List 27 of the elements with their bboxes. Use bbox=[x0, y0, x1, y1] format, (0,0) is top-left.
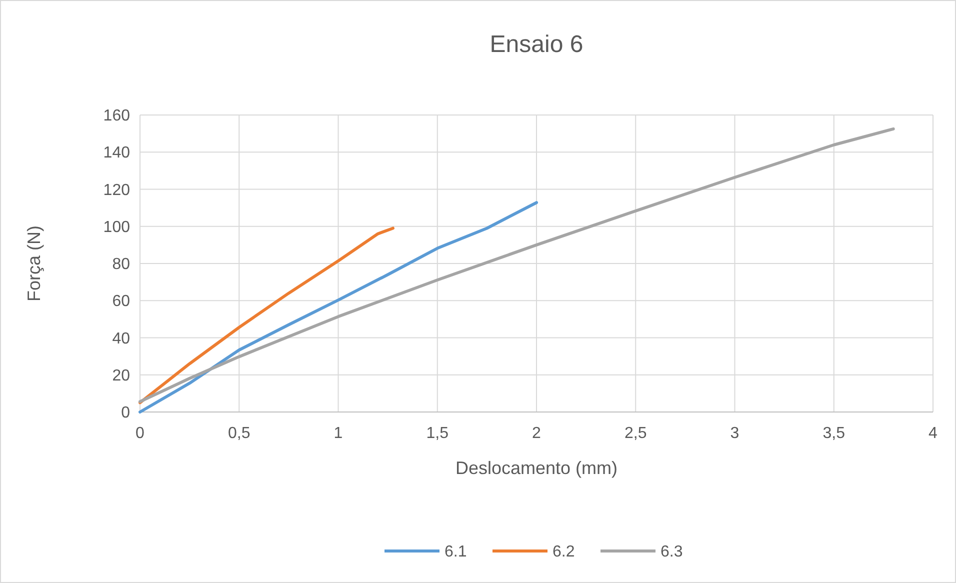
x-tick-label: 0 bbox=[136, 425, 145, 442]
y-tick-label: 120 bbox=[103, 182, 130, 199]
chart-title: Ensaio 6 bbox=[490, 31, 584, 58]
y-tick-label: 140 bbox=[103, 144, 130, 162]
legend-label: 6.2 bbox=[552, 544, 575, 561]
line-series bbox=[138, 127, 895, 404]
x-tick-label: 3,5 bbox=[822, 425, 846, 442]
x-tick-label: 0,5 bbox=[228, 425, 250, 442]
y-tick-label: 20 bbox=[112, 367, 130, 384]
legend-label: 6.1 bbox=[444, 544, 467, 561]
y-tick-label: 40 bbox=[112, 330, 130, 348]
x-tick-label: 2 bbox=[532, 425, 542, 442]
x-tick-label: 3 bbox=[730, 425, 740, 442]
x-tick-label: 1,5 bbox=[426, 425, 449, 442]
legend-label: 6.3 bbox=[660, 544, 683, 561]
x-tick-label: 1 bbox=[334, 425, 343, 442]
y-tick-label: 160 bbox=[103, 108, 130, 125]
y-tick-label: 100 bbox=[103, 218, 130, 236]
y-tick-label: 60 bbox=[112, 293, 130, 310]
y-tick-label: 80 bbox=[112, 256, 130, 274]
y-tick-label: 0 bbox=[121, 404, 130, 422]
line-series bbox=[138, 201, 538, 414]
y-axis-title: Força (N) bbox=[24, 226, 44, 302]
line-series bbox=[138, 226, 394, 404]
x-tick-label: 2,5 bbox=[624, 425, 647, 442]
x-tick-label: 4 bbox=[928, 425, 938, 442]
x-axis-title: Deslocamento (mm) bbox=[455, 458, 618, 478]
